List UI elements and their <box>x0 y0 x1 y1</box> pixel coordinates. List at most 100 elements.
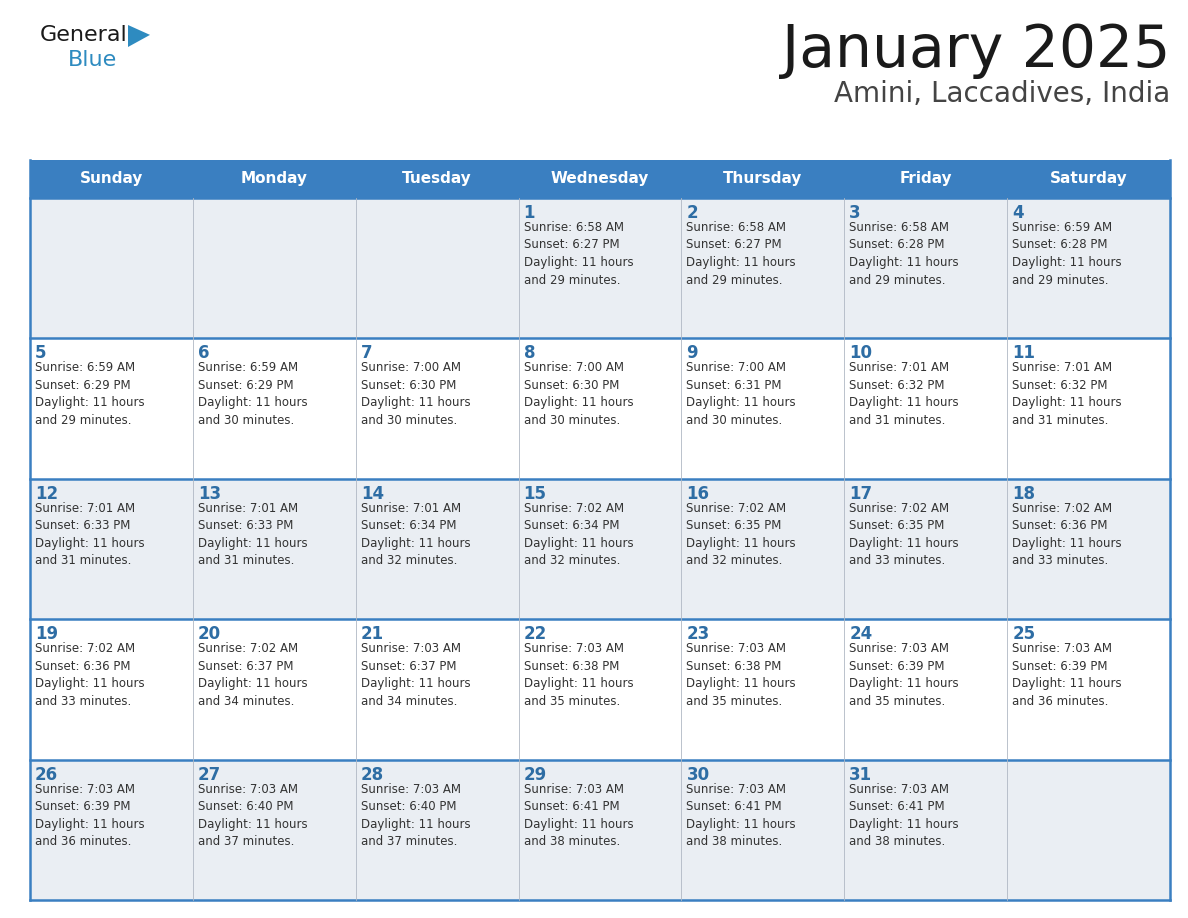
Bar <box>682 759 845 900</box>
Bar <box>1007 198 1170 339</box>
Text: Sunrise: 7:01 AM
Sunset: 6:32 PM
Daylight: 11 hours
and 31 minutes.: Sunrise: 7:01 AM Sunset: 6:32 PM Dayligh… <box>1012 362 1121 427</box>
Text: Sunrise: 6:59 AM
Sunset: 6:29 PM
Daylight: 11 hours
and 30 minutes.: Sunrise: 6:59 AM Sunset: 6:29 PM Dayligh… <box>198 362 308 427</box>
Bar <box>519 759 682 900</box>
Text: 26: 26 <box>34 766 58 784</box>
Text: Sunrise: 7:03 AM
Sunset: 6:39 PM
Daylight: 11 hours
and 36 minutes.: Sunrise: 7:03 AM Sunset: 6:39 PM Dayligh… <box>34 783 145 848</box>
Text: Wednesday: Wednesday <box>551 172 649 186</box>
Text: Sunrise: 7:03 AM
Sunset: 6:41 PM
Daylight: 11 hours
and 38 minutes.: Sunrise: 7:03 AM Sunset: 6:41 PM Dayligh… <box>687 783 796 848</box>
Bar <box>1007 620 1170 759</box>
Text: Sunrise: 7:00 AM
Sunset: 6:30 PM
Daylight: 11 hours
and 30 minutes.: Sunrise: 7:00 AM Sunset: 6:30 PM Dayligh… <box>361 362 470 427</box>
Text: Sunrise: 7:03 AM
Sunset: 6:40 PM
Daylight: 11 hours
and 37 minutes.: Sunrise: 7:03 AM Sunset: 6:40 PM Dayligh… <box>361 783 470 848</box>
Text: 16: 16 <box>687 485 709 503</box>
Text: 1: 1 <box>524 204 535 222</box>
Bar <box>1007 339 1170 479</box>
Text: 30: 30 <box>687 766 709 784</box>
Text: 3: 3 <box>849 204 861 222</box>
Text: Sunrise: 7:03 AM
Sunset: 6:38 PM
Daylight: 11 hours
and 35 minutes.: Sunrise: 7:03 AM Sunset: 6:38 PM Dayligh… <box>524 643 633 708</box>
Text: Sunrise: 7:03 AM
Sunset: 6:39 PM
Daylight: 11 hours
and 35 minutes.: Sunrise: 7:03 AM Sunset: 6:39 PM Dayligh… <box>849 643 959 708</box>
Bar <box>845 620 1007 759</box>
Text: Sunrise: 7:01 AM
Sunset: 6:32 PM
Daylight: 11 hours
and 31 minutes.: Sunrise: 7:01 AM Sunset: 6:32 PM Dayligh… <box>849 362 959 427</box>
Text: Sunrise: 7:01 AM
Sunset: 6:34 PM
Daylight: 11 hours
and 32 minutes.: Sunrise: 7:01 AM Sunset: 6:34 PM Dayligh… <box>361 502 470 567</box>
Text: 22: 22 <box>524 625 546 644</box>
Bar <box>355 339 519 479</box>
Text: Sunrise: 6:58 AM
Sunset: 6:28 PM
Daylight: 11 hours
and 29 minutes.: Sunrise: 6:58 AM Sunset: 6:28 PM Dayligh… <box>849 221 959 286</box>
Bar <box>192 339 355 479</box>
Text: 11: 11 <box>1012 344 1035 363</box>
Text: 10: 10 <box>849 344 872 363</box>
Bar <box>519 198 682 339</box>
Text: Saturday: Saturday <box>1050 172 1127 186</box>
Text: Sunrise: 6:58 AM
Sunset: 6:27 PM
Daylight: 11 hours
and 29 minutes.: Sunrise: 6:58 AM Sunset: 6:27 PM Dayligh… <box>687 221 796 286</box>
Text: 6: 6 <box>198 344 209 363</box>
Text: 14: 14 <box>361 485 384 503</box>
Bar <box>845 339 1007 479</box>
Bar <box>192 759 355 900</box>
Text: Amini, Laccadives, India: Amini, Laccadives, India <box>834 80 1170 108</box>
Text: Sunrise: 7:01 AM
Sunset: 6:33 PM
Daylight: 11 hours
and 31 minutes.: Sunrise: 7:01 AM Sunset: 6:33 PM Dayligh… <box>34 502 145 567</box>
Bar <box>845 198 1007 339</box>
Text: Sunrise: 7:03 AM
Sunset: 6:41 PM
Daylight: 11 hours
and 38 minutes.: Sunrise: 7:03 AM Sunset: 6:41 PM Dayligh… <box>524 783 633 848</box>
Bar <box>682 339 845 479</box>
Bar <box>845 759 1007 900</box>
Text: Thursday: Thursday <box>723 172 803 186</box>
Text: 23: 23 <box>687 625 709 644</box>
Text: Sunrise: 7:03 AM
Sunset: 6:41 PM
Daylight: 11 hours
and 38 minutes.: Sunrise: 7:03 AM Sunset: 6:41 PM Dayligh… <box>849 783 959 848</box>
Bar <box>355 479 519 620</box>
Text: Sunrise: 6:59 AM
Sunset: 6:29 PM
Daylight: 11 hours
and 29 minutes.: Sunrise: 6:59 AM Sunset: 6:29 PM Dayligh… <box>34 362 145 427</box>
Text: Sunrise: 7:03 AM
Sunset: 6:40 PM
Daylight: 11 hours
and 37 minutes.: Sunrise: 7:03 AM Sunset: 6:40 PM Dayligh… <box>198 783 308 848</box>
Bar <box>30 339 192 479</box>
Bar <box>30 759 192 900</box>
Bar <box>682 160 845 198</box>
Text: 13: 13 <box>198 485 221 503</box>
Bar <box>192 160 355 198</box>
Bar <box>1007 479 1170 620</box>
Text: Sunrise: 6:59 AM
Sunset: 6:28 PM
Daylight: 11 hours
and 29 minutes.: Sunrise: 6:59 AM Sunset: 6:28 PM Dayligh… <box>1012 221 1121 286</box>
Bar <box>30 198 192 339</box>
Bar <box>519 160 682 198</box>
Text: 27: 27 <box>198 766 221 784</box>
Text: 4: 4 <box>1012 204 1024 222</box>
Text: 24: 24 <box>849 625 872 644</box>
Text: Sunrise: 7:02 AM
Sunset: 6:34 PM
Daylight: 11 hours
and 32 minutes.: Sunrise: 7:02 AM Sunset: 6:34 PM Dayligh… <box>524 502 633 567</box>
Bar <box>30 160 192 198</box>
Text: 9: 9 <box>687 344 699 363</box>
Bar <box>355 759 519 900</box>
Bar <box>519 479 682 620</box>
Text: Sunrise: 6:58 AM
Sunset: 6:27 PM
Daylight: 11 hours
and 29 minutes.: Sunrise: 6:58 AM Sunset: 6:27 PM Dayligh… <box>524 221 633 286</box>
Text: Monday: Monday <box>241 172 308 186</box>
Text: 15: 15 <box>524 485 546 503</box>
Bar <box>192 620 355 759</box>
Text: Sunrise: 7:03 AM
Sunset: 6:38 PM
Daylight: 11 hours
and 35 minutes.: Sunrise: 7:03 AM Sunset: 6:38 PM Dayligh… <box>687 643 796 708</box>
Text: Sunrise: 7:03 AM
Sunset: 6:37 PM
Daylight: 11 hours
and 34 minutes.: Sunrise: 7:03 AM Sunset: 6:37 PM Dayligh… <box>361 643 470 708</box>
Bar <box>192 198 355 339</box>
Bar <box>682 198 845 339</box>
Text: 17: 17 <box>849 485 872 503</box>
Text: Sunday: Sunday <box>80 172 143 186</box>
Text: Friday: Friday <box>899 172 952 186</box>
Text: Blue: Blue <box>68 50 118 70</box>
Text: Sunrise: 7:01 AM
Sunset: 6:33 PM
Daylight: 11 hours
and 31 minutes.: Sunrise: 7:01 AM Sunset: 6:33 PM Dayligh… <box>198 502 308 567</box>
Text: January 2025: January 2025 <box>782 22 1170 79</box>
Text: General: General <box>40 25 128 45</box>
Text: 18: 18 <box>1012 485 1035 503</box>
Text: Tuesday: Tuesday <box>403 172 472 186</box>
Text: Sunrise: 7:02 AM
Sunset: 6:35 PM
Daylight: 11 hours
and 32 minutes.: Sunrise: 7:02 AM Sunset: 6:35 PM Dayligh… <box>687 502 796 567</box>
Text: 25: 25 <box>1012 625 1035 644</box>
Text: Sunrise: 7:02 AM
Sunset: 6:36 PM
Daylight: 11 hours
and 33 minutes.: Sunrise: 7:02 AM Sunset: 6:36 PM Dayligh… <box>1012 502 1121 567</box>
Text: 12: 12 <box>34 485 58 503</box>
Bar <box>192 479 355 620</box>
Text: Sunrise: 7:00 AM
Sunset: 6:31 PM
Daylight: 11 hours
and 30 minutes.: Sunrise: 7:00 AM Sunset: 6:31 PM Dayligh… <box>687 362 796 427</box>
Text: 2: 2 <box>687 204 699 222</box>
Polygon shape <box>128 25 150 47</box>
Text: 8: 8 <box>524 344 535 363</box>
Text: 19: 19 <box>34 625 58 644</box>
Text: Sunrise: 7:02 AM
Sunset: 6:35 PM
Daylight: 11 hours
and 33 minutes.: Sunrise: 7:02 AM Sunset: 6:35 PM Dayligh… <box>849 502 959 567</box>
Text: Sunrise: 7:02 AM
Sunset: 6:37 PM
Daylight: 11 hours
and 34 minutes.: Sunrise: 7:02 AM Sunset: 6:37 PM Dayligh… <box>198 643 308 708</box>
Text: 20: 20 <box>198 625 221 644</box>
Text: 28: 28 <box>361 766 384 784</box>
Bar <box>519 339 682 479</box>
Text: 5: 5 <box>34 344 46 363</box>
Bar <box>1007 759 1170 900</box>
Bar <box>845 160 1007 198</box>
Text: 29: 29 <box>524 766 546 784</box>
